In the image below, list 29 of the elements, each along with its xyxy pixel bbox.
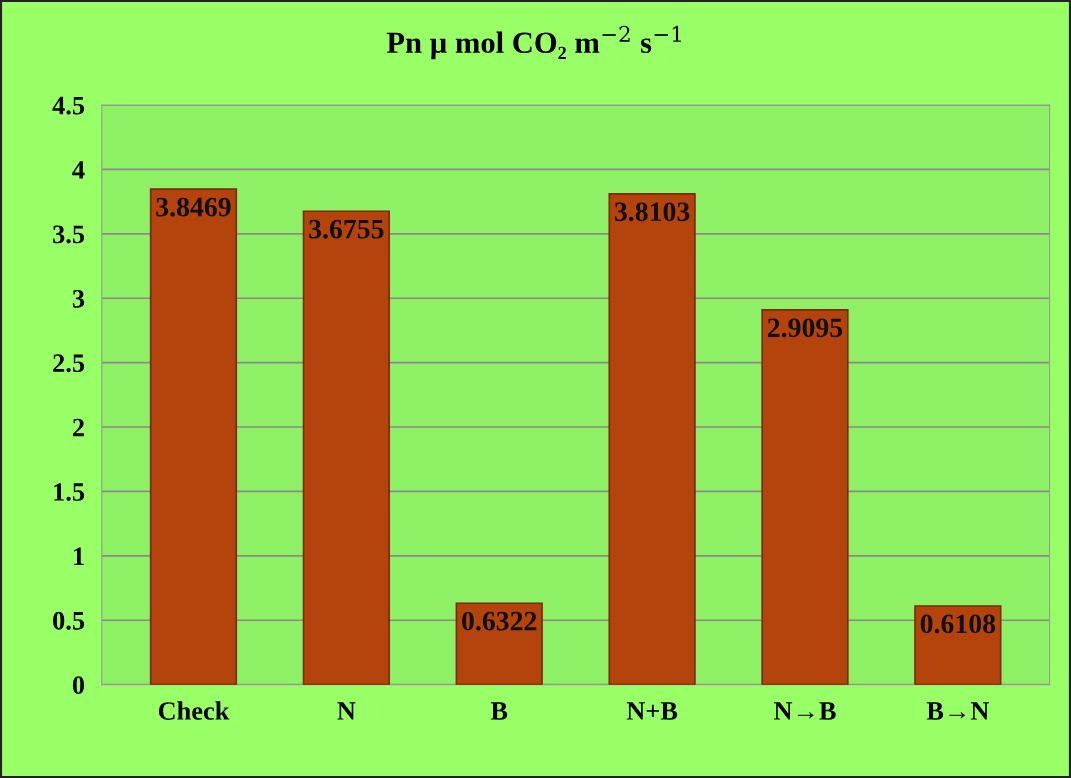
- x-tick-label: N+B: [626, 702, 678, 720]
- x-tick-label: B→N: [926, 702, 990, 720]
- bar: [149, 188, 238, 685]
- x-tick-label: N→B: [773, 702, 836, 720]
- y-tick-label: 4.5: [52, 96, 85, 115]
- bar: [302, 210, 390, 685]
- bar: [761, 309, 849, 685]
- data-label: 2.9095: [767, 318, 843, 338]
- x-tick-label: Check: [158, 701, 230, 720]
- y-tick-label: 0.5: [53, 611, 85, 630]
- data-label: 3.8469: [156, 197, 231, 217]
- y-tick-label: 4: [72, 161, 85, 179]
- x-tick-label: N: [337, 702, 356, 720]
- data-label: 0.6322: [462, 611, 537, 631]
- data-label: 3.8103: [614, 202, 690, 222]
- bar: [608, 193, 696, 685]
- x-tick-label: B: [490, 702, 508, 720]
- bar: [914, 605, 1002, 685]
- chart-title: Pn µ mol CO₂ m$^{−2}$ s$^{−1}$: [386, 25, 681, 60]
- y-tick-label: 2.5: [53, 354, 85, 373]
- y-tick-label: 1: [74, 547, 84, 565]
- data-label: 0.6108: [920, 614, 996, 634]
- y-tick-label: 3: [72, 289, 85, 308]
- y-tick-label: 1.5: [54, 483, 85, 501]
- bar: [455, 602, 543, 685]
- data-label: 3.6755: [309, 219, 384, 239]
- y-tick-label: 3.5: [53, 225, 85, 244]
- y-tick-label: 0: [72, 676, 85, 695]
- y-tick-label: 2: [72, 418, 84, 437]
